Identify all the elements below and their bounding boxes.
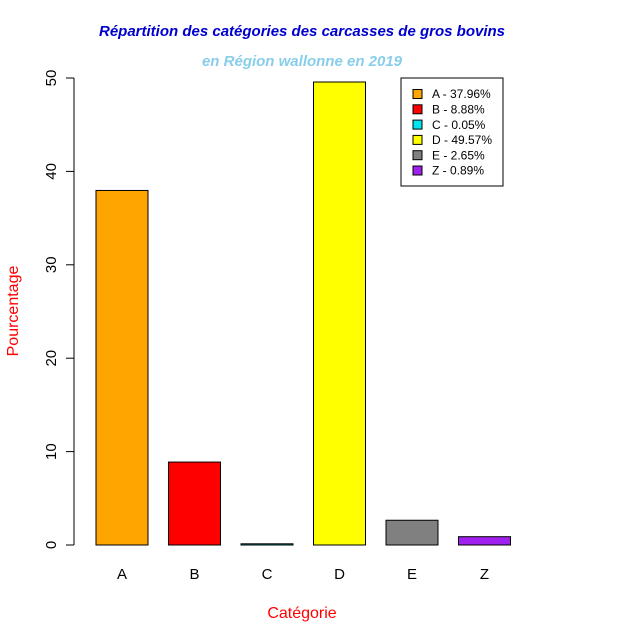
legend: A - 37.96% B - 8.88%C - 0.05%D - 49.57%E … (400, 77, 504, 187)
bar-e (385, 519, 439, 546)
x-tick-label: Z (480, 566, 489, 583)
x-tick-label: E (407, 566, 417, 583)
y-tick-label: 30 (43, 256, 60, 273)
legend-swatch (412, 89, 423, 99)
y-axis: 0 10 20 30 40 50 (43, 70, 75, 549)
legend-swatch (412, 119, 423, 130)
legend-entry: B - 8.88% (432, 103, 485, 117)
chart-subtitle: en Région wallonne en 2019 (202, 53, 403, 70)
bar-d (313, 81, 366, 546)
legend-swatch (412, 150, 423, 161)
y-axis-label: Pourcentage (5, 266, 22, 357)
y-tick-label: 40 (43, 163, 60, 180)
legend-entry: C - 0.05% (432, 118, 486, 132)
legend-entry: E - 2.65% (432, 148, 485, 162)
bar-z (458, 536, 511, 546)
x-tick-label: B (189, 566, 199, 583)
bar-a (95, 189, 149, 546)
chart-title: Répartition des catégories des carcasses… (99, 23, 505, 40)
x-tick-label: A (117, 566, 127, 583)
y-tick-label: 10 (43, 443, 60, 460)
bars-group (95, 81, 511, 546)
x-axis-label: Catégorie (267, 605, 336, 622)
x-tick-label: D (334, 566, 345, 583)
x-tick-label: C (262, 566, 273, 583)
legend-swatch (412, 104, 423, 115)
y-tick-label: 20 (43, 350, 60, 367)
bar-b (168, 461, 221, 546)
y-tick-label: 50 (43, 70, 60, 87)
legend-swatch (412, 165, 423, 176)
y-tick-label: 0 (43, 541, 60, 549)
bar-c (240, 543, 294, 546)
legend-swatch (412, 134, 423, 145)
legend-entry: Z - 0.89% (432, 164, 484, 178)
legend-entry: A - 37.96% (432, 87, 491, 101)
legend-entry: D - 49.57% (432, 133, 492, 147)
